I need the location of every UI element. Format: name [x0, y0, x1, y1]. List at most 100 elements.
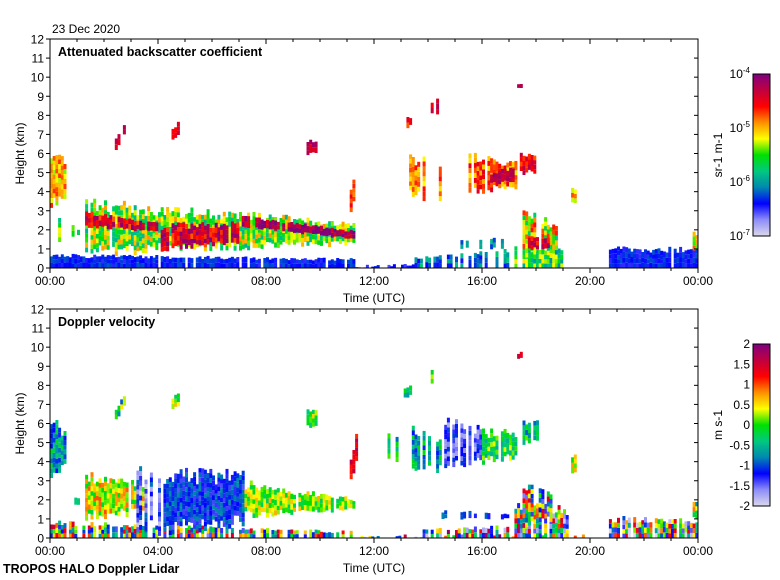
data-cell	[525, 156, 529, 162]
data-cell	[209, 473, 213, 479]
data-cell	[271, 217, 275, 222]
data-cell	[495, 256, 499, 263]
data-cell	[295, 263, 299, 268]
data-cell	[446, 427, 450, 433]
data-cell	[689, 527, 693, 533]
data-cell	[644, 258, 647, 264]
data-cell	[627, 522, 631, 528]
data-cell	[633, 248, 637, 254]
data-cell	[552, 523, 556, 529]
data-cell	[695, 253, 699, 259]
data-cell	[139, 476, 143, 481]
data-cell	[430, 379, 434, 384]
data-cell	[330, 232, 334, 238]
data-cell	[58, 218, 62, 223]
data-cell	[538, 524, 542, 530]
data-cell	[233, 471, 237, 477]
data-cell	[220, 533, 224, 538]
data-cell	[233, 233, 237, 238]
data-cell	[546, 229, 550, 234]
data-cell	[525, 220, 529, 226]
data-cell	[58, 173, 62, 178]
data-cell	[133, 205, 137, 211]
data-cell	[511, 177, 515, 182]
data-cell	[641, 524, 645, 530]
data-cell	[295, 530, 299, 535]
data-cell	[268, 237, 272, 243]
data-cell	[503, 179, 507, 185]
data-cell	[395, 446, 399, 452]
x-tick-label: 00:00	[683, 544, 713, 558]
data-cell	[185, 238, 188, 244]
data-cell	[322, 498, 326, 503]
data-cell	[233, 496, 237, 501]
data-cell	[203, 238, 207, 243]
data-cell	[136, 517, 140, 523]
data-cell	[282, 219, 286, 224]
data-cell	[662, 251, 666, 257]
data-cell	[155, 259, 159, 264]
data-cell	[152, 527, 156, 533]
data-cell	[422, 454, 426, 460]
data-cell	[58, 182, 62, 188]
data-cell	[233, 500, 237, 506]
y-tick-label: 3	[37, 204, 44, 218]
data-cell	[654, 528, 658, 534]
data-cell	[563, 514, 566, 519]
data-cell	[236, 478, 240, 483]
data-cell	[565, 515, 569, 520]
data-cell	[468, 163, 472, 169]
data-cell	[87, 263, 91, 268]
data-cell	[414, 257, 418, 263]
data-cell	[293, 258, 296, 264]
data-cell	[241, 494, 245, 499]
data-cell	[252, 234, 256, 239]
data-cell	[209, 501, 213, 507]
data-cell	[468, 455, 472, 461]
data-cell	[133, 495, 137, 500]
y-tick-label: 10	[31, 341, 45, 355]
data-cell	[95, 491, 99, 496]
data-cell	[352, 504, 356, 509]
data-cell	[179, 227, 183, 232]
data-cell	[549, 245, 553, 250]
data-cell	[193, 221, 197, 227]
data-cell	[139, 209, 143, 215]
data-cell	[268, 502, 272, 509]
data-cell	[514, 450, 518, 456]
data-cell	[293, 219, 296, 225]
data-cell	[660, 263, 664, 268]
data-cell	[171, 532, 175, 538]
data-cell	[85, 247, 89, 253]
data-cell	[201, 510, 205, 515]
data-cell	[409, 172, 413, 177]
data-cell	[252, 489, 256, 495]
data-cell	[320, 230, 323, 236]
data-cell	[82, 525, 86, 530]
data-cell	[476, 166, 480, 171]
data-cell	[479, 239, 483, 245]
data-cell	[104, 476, 107, 482]
data-cell	[652, 258, 656, 264]
data-cell	[52, 533, 56, 538]
data-cell	[538, 488, 542, 494]
data-cell	[98, 240, 102, 246]
data-cell	[633, 522, 637, 528]
data-cell	[263, 503, 267, 508]
data-cell	[182, 222, 186, 228]
data-cell	[166, 488, 170, 494]
data-cell	[120, 215, 124, 220]
data-cell	[190, 258, 194, 263]
data-cell	[617, 527, 620, 533]
data-cell	[166, 236, 170, 242]
data-cell	[473, 162, 477, 168]
data-cell	[212, 263, 215, 268]
data-cell	[203, 502, 207, 508]
data-cell	[174, 488, 178, 493]
data-cell	[55, 429, 59, 435]
data-cell	[563, 528, 566, 534]
data-cell	[149, 236, 153, 242]
data-cell	[455, 423, 458, 429]
data-cell	[495, 166, 499, 172]
